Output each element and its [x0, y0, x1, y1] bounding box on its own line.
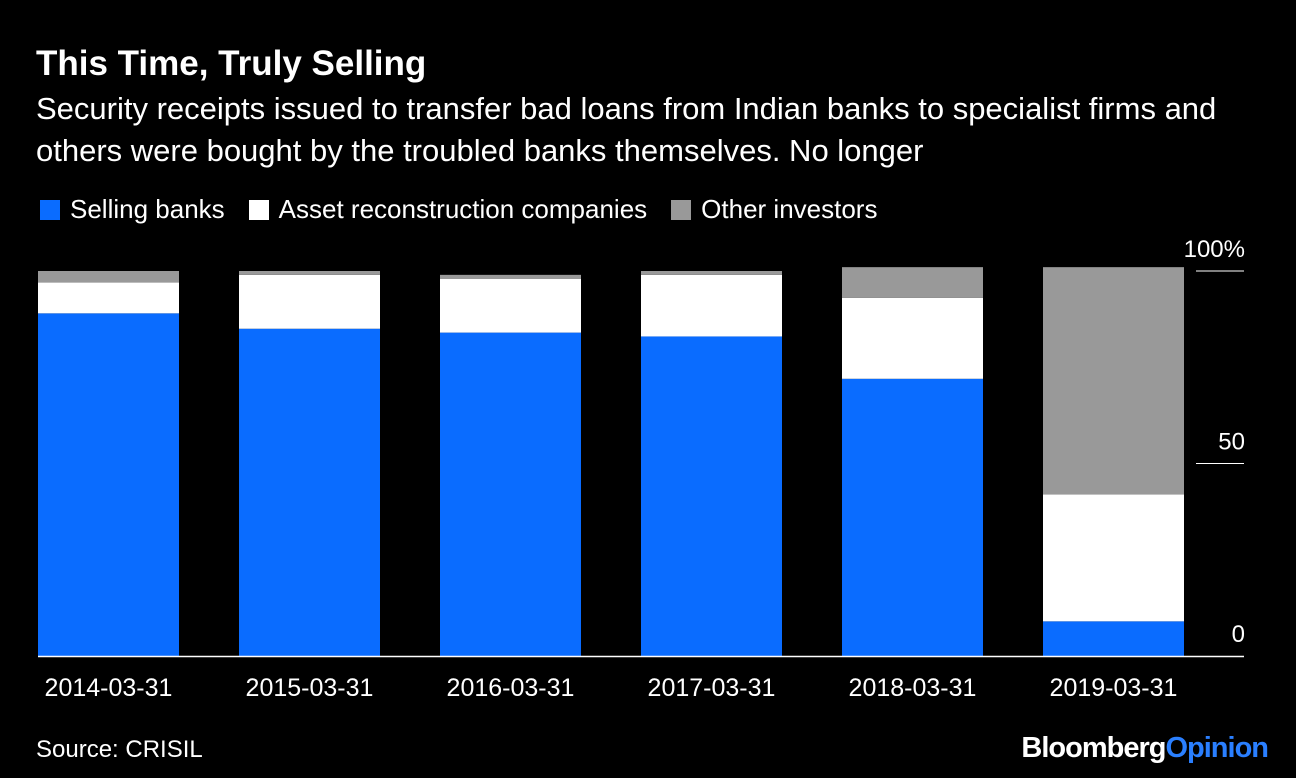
- bar-arc-2018-03-31: [842, 297, 983, 379]
- bar-selling-banks-2018-03-31: [842, 378, 983, 656]
- bar-other-investors-2016-03-31: [440, 274, 581, 279]
- legend: Selling banks Asset reconstruction compa…: [40, 194, 901, 225]
- legend-item-arc: Asset reconstruction companies: [248, 194, 648, 225]
- x-tick-label: 2016-03-31: [447, 674, 575, 702]
- legend-swatch-selling-banks: [40, 199, 60, 220]
- bar-selling-banks-2014-03-31: [38, 313, 179, 656]
- bar-selling-banks-2019-03-31: [1043, 621, 1184, 656]
- bar-arc-2017-03-31: [641, 274, 782, 337]
- x-tick-label: 2014-03-31: [45, 674, 173, 702]
- x-tick-label: 2017-03-31: [648, 674, 776, 702]
- bar-other-investors-2019-03-31: [1043, 267, 1184, 495]
- brand-logo-part1: Bloomberg: [1021, 732, 1166, 764]
- bar-other-investors-2017-03-31: [641, 271, 782, 275]
- legend-item-selling-banks: Selling banks: [40, 194, 225, 225]
- legend-swatch-other-investors: [671, 199, 692, 220]
- bar-arc-2015-03-31: [239, 274, 380, 329]
- y-tick-label-100: 100%: [1184, 236, 1245, 263]
- x-tick-label: 2019-03-31: [1050, 674, 1178, 702]
- x-tick-label: 2015-03-31: [246, 674, 374, 702]
- legend-item-other-investors: Other investors: [671, 194, 877, 225]
- source-note: Source: CRISIL: [36, 736, 203, 763]
- legend-label-other-investors: Other investors: [701, 194, 878, 224]
- bar-arc-2016-03-31: [440, 278, 581, 333]
- bar-other-investors-2018-03-31: [842, 267, 983, 298]
- y-tick-label-0: 0: [1232, 621, 1245, 648]
- bar-arc-2019-03-31: [1043, 494, 1184, 622]
- y-tick-label-50: 50: [1218, 429, 1245, 456]
- bar-selling-banks-2016-03-31: [440, 332, 581, 656]
- x-tick-label: 2018-03-31: [849, 674, 977, 702]
- bar-other-investors-2015-03-31: [239, 271, 380, 275]
- legend-label-arc: Asset reconstruction companies: [278, 194, 648, 224]
- chart-title: This Time, Truly Selling: [36, 44, 427, 83]
- chart-subtitle: Security receipts issued to transfer bad…: [36, 91, 1217, 168]
- legend-swatch-arc: [248, 199, 269, 220]
- brand-logo-part2: Opinion: [1165, 732, 1269, 764]
- bar-arc-2014-03-31: [38, 282, 179, 314]
- bar-selling-banks-2015-03-31: [239, 328, 380, 656]
- legend-label-selling-banks: Selling banks: [70, 194, 225, 224]
- brand-logo: BloombergOpinion: [1021, 732, 1269, 765]
- bar-selling-banks-2017-03-31: [641, 336, 782, 656]
- bar-other-investors-2014-03-31: [38, 271, 179, 283]
